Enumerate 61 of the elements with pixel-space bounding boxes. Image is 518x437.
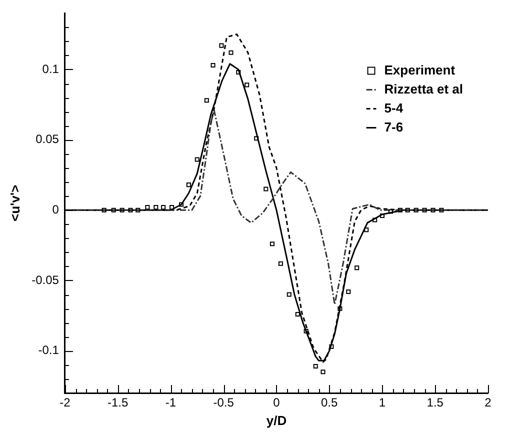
x-tick-label: 1.5 [426,396,444,410]
y-tick-label: 0 [52,202,60,216]
point [194,157,200,162]
point [329,344,334,349]
point [372,218,378,222]
point [244,82,250,88]
point [320,370,326,374]
x-tick-label: 0.5 [321,396,338,410]
point [430,208,436,212]
legend-label: Experiment [384,62,456,78]
legend-label: Rizzetta et al [384,81,464,96]
point [154,205,158,210]
point [136,208,140,212]
point [364,228,369,232]
point [128,208,133,212]
x-tick-label: 0 [273,396,280,410]
point [219,43,224,48]
point [145,205,150,210]
point [170,205,174,210]
y-tick-label: -0.1 [38,343,60,358]
point [111,208,116,212]
point [414,208,418,212]
point [179,202,184,207]
point [295,312,300,316]
x-tick-label: -0.5 [213,396,234,410]
point [204,98,209,103]
point [439,208,444,212]
y-axis-title: <u'v'> [7,184,22,222]
point [354,266,360,270]
x-axis-title: y/D [266,412,287,428]
y-tick-label: 0.1 [42,62,60,76]
x-tick-label: 1 [378,396,386,410]
point [264,186,268,192]
point [210,62,216,68]
point [120,208,124,212]
point [422,208,427,212]
point [278,261,283,266]
legend-label: 7-6 [384,119,404,134]
point [388,209,393,214]
x-tick-label: -1 [165,396,176,410]
point [380,213,385,218]
point [346,289,351,294]
point [313,364,318,369]
y-tick-label: 0.05 [36,132,60,146]
point [254,136,259,141]
point [398,208,402,212]
point [304,328,308,334]
point [186,182,191,188]
y-tick-label: -0.05 [32,272,60,287]
x-tick-label: -2 [60,396,71,410]
point [228,50,234,55]
point [270,242,275,246]
point [102,208,106,212]
legend-label: 5-4 [384,100,404,116]
point [236,70,241,75]
x-tick-label: -1.5 [107,396,128,410]
point [405,208,410,212]
point [286,292,292,297]
point [161,205,166,210]
point [338,306,342,311]
x-tick-label: 2 [484,396,492,410]
